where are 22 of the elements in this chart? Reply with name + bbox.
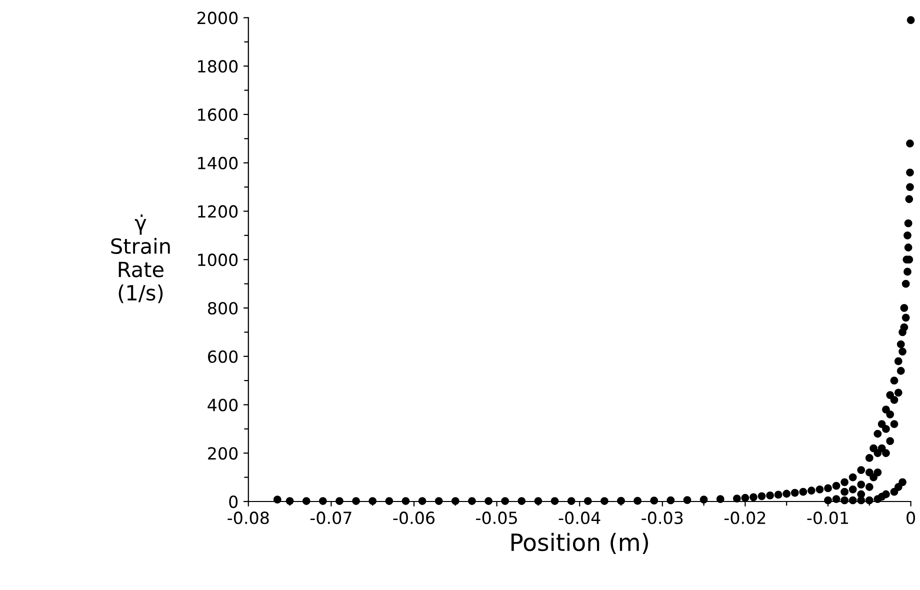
x-tick-label: -0.06	[393, 512, 435, 524]
x-tick-label: -0.05	[476, 512, 517, 524]
x-tick-label: -0.07	[310, 512, 352, 524]
y-tick-label: 0	[229, 495, 238, 508]
y-tick-label: 200	[208, 447, 238, 460]
y-axis-title: γ̇ Strain Rate (1/s)	[111, 214, 170, 304]
y-tick-label: 1800	[198, 60, 238, 73]
x-axis-title: Position (m)	[511, 532, 648, 554]
y-tick-label: 800	[208, 302, 238, 315]
y-tick-label: 2000	[197, 12, 238, 24]
y-tick-label: 1400	[198, 156, 238, 170]
y-tick-label: 600	[208, 350, 238, 363]
y-tick-label: 1200	[198, 205, 238, 218]
x-tick-label: 0	[906, 512, 915, 524]
x-tick-label: -0.03	[642, 512, 683, 524]
x-tick-label: -0.08	[228, 512, 269, 524]
x-tick-label: -0.02	[724, 512, 766, 524]
x-tick-label: -0.04	[558, 512, 600, 524]
x-tick-label: -0.01	[807, 512, 848, 524]
y-tick-label: 1600	[198, 108, 238, 122]
y-tick-label: 1000	[198, 254, 238, 266]
y-tick-label: 400	[208, 398, 238, 412]
